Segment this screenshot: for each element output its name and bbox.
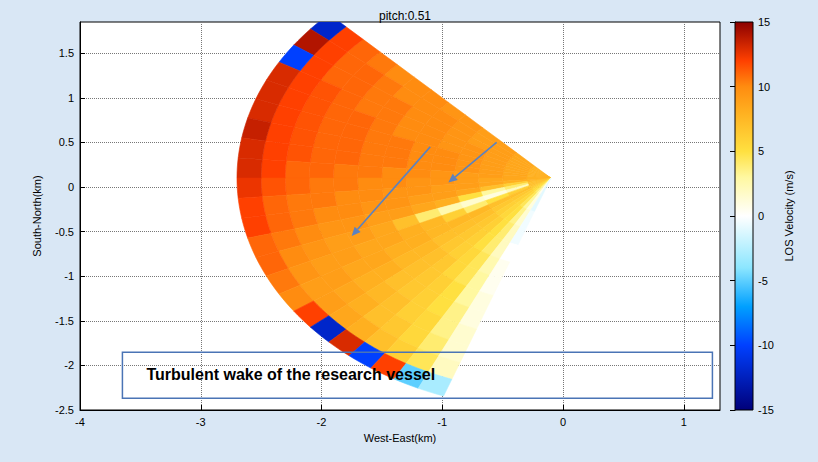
svg-text:0: 0 xyxy=(68,181,74,193)
svg-text:-2: -2 xyxy=(317,416,327,428)
svg-text:-2: -2 xyxy=(64,359,74,371)
svg-text:LOS Velocity (m/s): LOS Velocity (m/s) xyxy=(783,170,795,261)
svg-text:1: 1 xyxy=(681,416,687,428)
svg-text:West-East(km): West-East(km) xyxy=(364,432,437,444)
svg-text:-15: -15 xyxy=(758,404,774,416)
svg-text:pitch:0.51: pitch:0.51 xyxy=(379,9,431,23)
svg-text:0: 0 xyxy=(758,210,764,222)
svg-text:10: 10 xyxy=(758,81,770,93)
svg-text:-1.5: -1.5 xyxy=(55,315,74,327)
svg-text:1.5: 1.5 xyxy=(59,47,74,59)
svg-text:5: 5 xyxy=(758,145,764,157)
svg-text:Turbulent wake of the research: Turbulent wake of the research vessel xyxy=(146,366,435,383)
svg-text:-1: -1 xyxy=(64,270,74,282)
svg-text:-0.5: -0.5 xyxy=(55,226,74,238)
svg-text:-1: -1 xyxy=(437,416,447,428)
svg-text:-10: -10 xyxy=(758,339,774,351)
svg-text:-4: -4 xyxy=(75,416,85,428)
svg-text:-3: -3 xyxy=(196,416,206,428)
svg-text:15: 15 xyxy=(758,16,770,28)
svg-text:South-North(km): South-North(km) xyxy=(31,175,43,256)
svg-text:-5: -5 xyxy=(758,275,768,287)
svg-text:-2.5: -2.5 xyxy=(55,404,74,416)
svg-text:1: 1 xyxy=(68,92,74,104)
svg-text:0.5: 0.5 xyxy=(59,136,74,148)
svg-text:0: 0 xyxy=(560,416,566,428)
